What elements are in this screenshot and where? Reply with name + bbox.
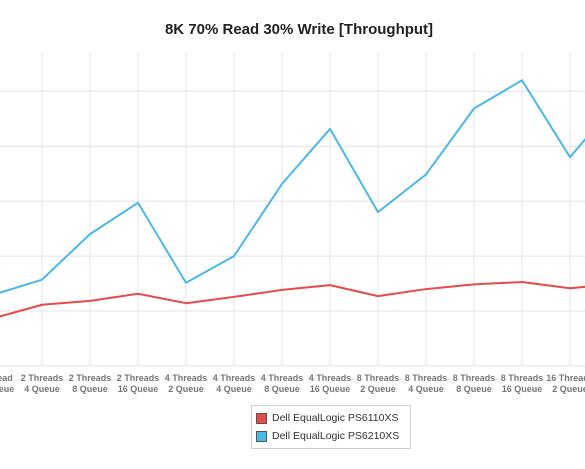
x-tick-label: 4 Threads 2 Queue xyxy=(165,373,208,394)
x-tick-label: 2 Threads 4 Queue xyxy=(21,373,64,394)
x-tick-label: 4 Threads 4 Queue xyxy=(213,373,256,394)
legend-item-ps6110xs[interactable]: Dell EqualLogic PS6110XS xyxy=(256,409,406,427)
gridlines xyxy=(0,52,585,367)
legend-swatch-ps6210xs xyxy=(256,430,267,442)
x-tick-label: 2 Threads 16 Queue xyxy=(117,373,160,394)
x-tick-label: 8 Threads 4 Queue xyxy=(405,373,448,394)
x-tick-label: 8 Threads 2 Queue xyxy=(357,373,400,394)
x-tick-label: 4 Threads 16 Queue xyxy=(309,373,352,394)
legend: Dell EqualLogic PS6110XS Dell EqualLogic… xyxy=(251,405,411,449)
legend-label-ps6110xs: Dell EqualLogic PS6110XS xyxy=(272,412,399,424)
legend-item-ps6210xs[interactable]: Dell EqualLogic PS6210XS xyxy=(256,427,406,445)
series-line-ps6210xs xyxy=(0,79,585,294)
chart-title: 8K 70% Read 30% Write [Throughput] xyxy=(165,21,433,38)
series-lines xyxy=(0,79,585,318)
x-tick-label: 4 Threads 8 Queue xyxy=(261,373,304,394)
x-tick-label: 1 Thread16 Queue xyxy=(0,373,14,394)
x-tick-label: 2 Threads 8 Queue xyxy=(69,373,112,394)
legend-swatch-ps6110xs xyxy=(256,412,267,424)
x-tick-label: 8 Threads 16 Queue xyxy=(501,373,544,394)
series-line-ps6110xs xyxy=(0,281,585,318)
x-tick-label: 8 Threads 8 Queue xyxy=(453,373,496,394)
legend-label-ps6210xs: Dell EqualLogic PS6210XS xyxy=(272,430,400,442)
